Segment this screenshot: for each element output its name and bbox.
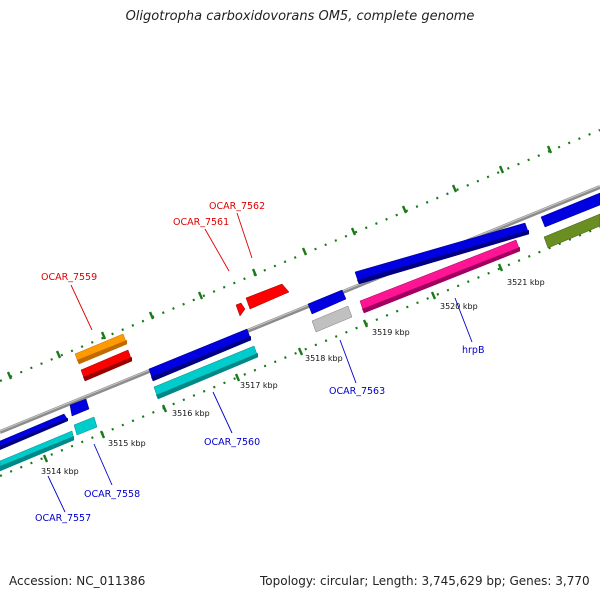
gene-label-ocar-7560: OCAR_7560	[204, 437, 260, 448]
inner-major-ticks	[42, 263, 504, 463]
outer-major-ticks	[6, 145, 553, 380]
gene-label-ocar-7559: OCAR_7559	[41, 272, 97, 283]
gene-bar-olive-right	[543, 213, 600, 249]
gene-bar-cyan-small	[73, 416, 98, 436]
gene-bar-ocar-7558	[69, 398, 90, 417]
gene-label-ocar-7558: OCAR_7558	[84, 489, 140, 500]
leader-lines	[47, 212, 473, 513]
genome-backbone	[0, 185, 600, 434]
gene-label-ocar-7557: OCAR_7557	[35, 513, 91, 524]
topology-label: Topology: circular; Length: 3,745,629 bp…	[260, 574, 590, 588]
page-title: Oligotropha carboxidovorans OM5, complet…	[125, 9, 475, 24]
gene-bar-ocar-7562	[245, 283, 290, 310]
outer-tick-track	[0, 128, 600, 383]
gene-bar-gray	[311, 305, 353, 333]
accession-label: Accession: NC_011386	[9, 574, 146, 588]
gene-label-ocar-7561: OCAR_7561	[173, 217, 229, 228]
gene-bar-ocar-7561	[235, 302, 246, 317]
kbp-label: 3521 kbp	[507, 278, 545, 287]
gene-label-ocar-7562: OCAR_7562	[209, 201, 265, 212]
kbp-label: 3518 kbp	[305, 354, 343, 363]
kbp-label: 3519 kbp	[372, 328, 410, 337]
gene-bar-blue-right	[540, 192, 600, 228]
gene-label-ocar-7563: OCAR_7563	[329, 386, 385, 397]
kbp-label: 3515 kbp	[108, 439, 146, 448]
kbp-label: 3517 kbp	[240, 381, 278, 390]
kbp-label: 3514 kbp	[41, 467, 79, 476]
kbp-label: 3520 kbp	[440, 302, 478, 311]
gene-bar-ocar-7563	[307, 289, 347, 315]
kbp-label: 3516 kbp	[172, 409, 210, 418]
gene-label-hrpb: hrpB	[462, 345, 484, 356]
gene-features	[0, 192, 600, 472]
kbp-labels: 3514 kbp 3515 kbp 3516 kbp 3517 kbp 3518…	[41, 278, 545, 476]
gene-labels: OCAR_7557 OCAR_7558 OCAR_7559 OCAR_7560 …	[35, 201, 484, 524]
